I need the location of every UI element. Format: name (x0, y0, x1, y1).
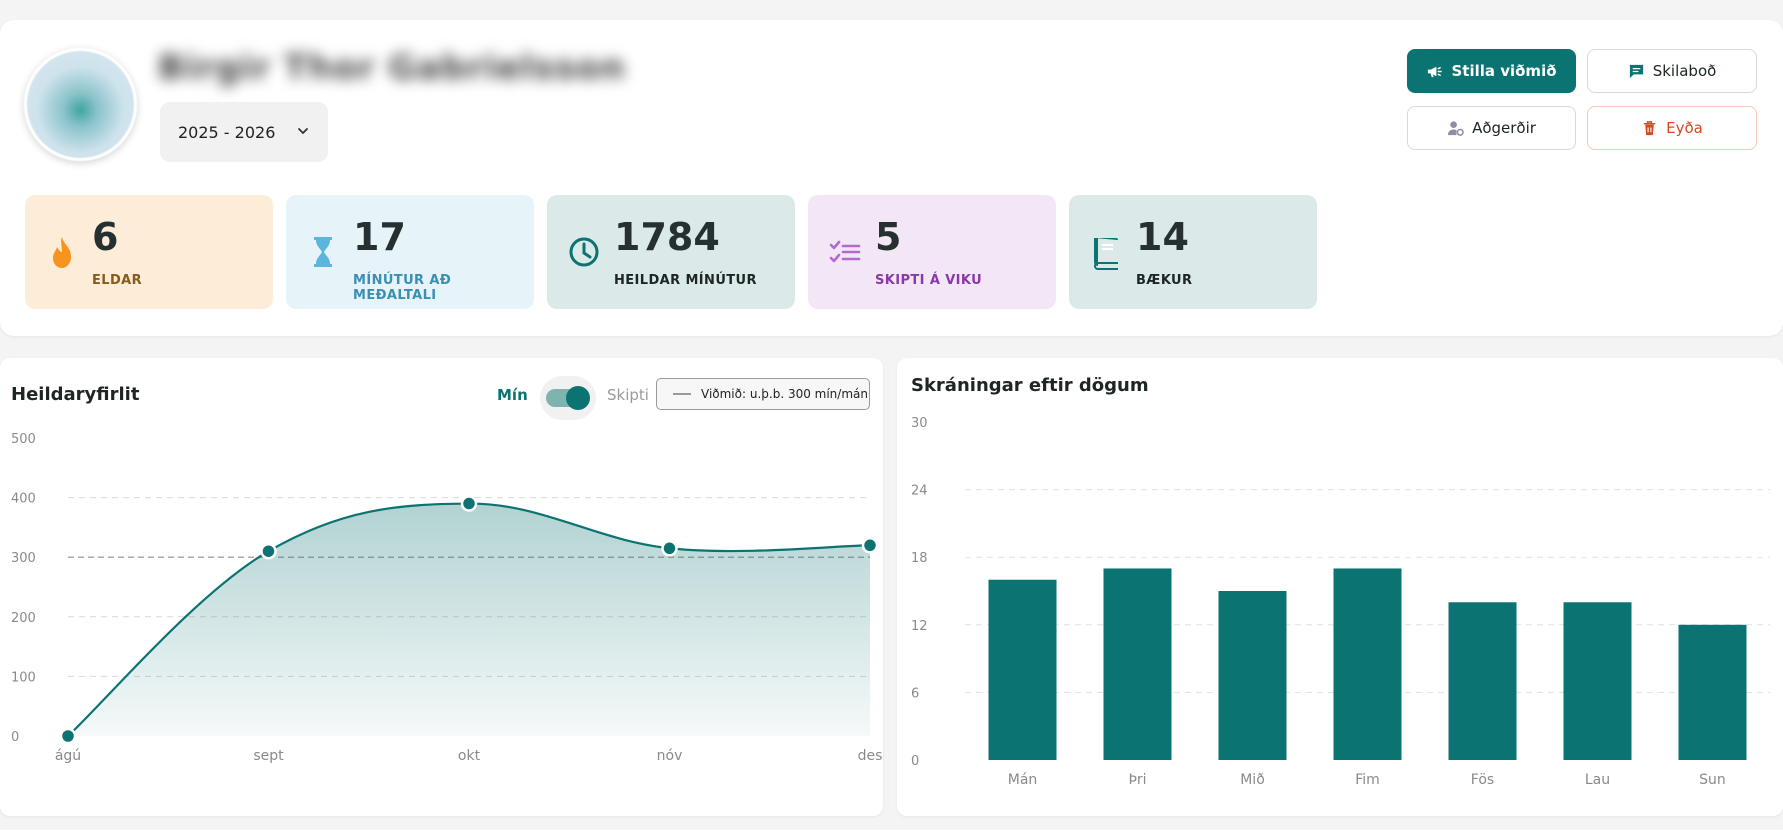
student-name: Birgir Thor Gabrielsson (158, 48, 626, 88)
reference-label: Viðmið: u.þ.b. 300 mín/mán (701, 387, 868, 401)
stat-value: 17 (353, 215, 406, 259)
x-tick-label: Lau (1585, 772, 1610, 788)
stat-label: BÆKUR (1136, 273, 1193, 288)
y-tick-label: 24 (911, 484, 928, 499)
x-tick-label: Sun (1699, 772, 1726, 788)
stat-value: 6 (92, 215, 119, 259)
chat-icon (1629, 64, 1643, 78)
set-target-label: Stilla viðmið (1451, 62, 1557, 80)
hourglass-icon (314, 237, 332, 267)
x-tick-label: ágú (55, 748, 81, 764)
x-tick-label: okt (458, 748, 481, 764)
bar (1678, 624, 1747, 760)
stat-card-sessions-per-week: 5 SKIPTI Á VIKU (808, 195, 1056, 309)
weekday-bar-chart: 0 6 12 18 24 30 Mán Þri Mið Fim Fös Lau Sun (911, 416, 1770, 788)
stat-card-average-minutes: 17 MÍNÚTUR AÐ MEÐALTALI (286, 195, 534, 309)
x-tick-label: Þri (1128, 772, 1146, 788)
year-select[interactable]: 2025 - 2026 (160, 102, 328, 162)
metric-toggle[interactable] (540, 376, 596, 420)
toggle-label-sessions[interactable]: Skipti (607, 386, 649, 404)
profile-card: Birgir Thor Gabrielsson 2025 - 2026 Stil… (0, 20, 1783, 336)
toggle-knob (566, 386, 590, 410)
stat-value: 1784 (614, 215, 720, 259)
bar (1563, 602, 1632, 760)
y-tick-label: 12 (911, 619, 928, 634)
actions-label: Aðgerðir (1472, 119, 1536, 137)
next-panel-edge (0, 830, 1783, 834)
x-tick-label: Mán (1008, 772, 1038, 788)
x-tick-label: sept (253, 748, 284, 764)
x-tick-label: Fim (1355, 772, 1380, 788)
megaphone-icon (1428, 66, 1443, 77)
stat-card-books: 14 BÆKUR (1069, 195, 1317, 309)
clock-icon (569, 237, 599, 267)
overview-panel: Heildaryfirlit Mín Skipti Viðmið: u.þ.b.… (0, 358, 883, 816)
y-tick-label: 400 (11, 492, 36, 507)
chevron-down-icon (298, 128, 308, 134)
data-point (661, 540, 678, 557)
data-point (861, 537, 879, 554)
stat-value: 5 (875, 215, 902, 259)
stat-card-total-minutes: 1784 HEILDAR MÍNÚTUR (547, 195, 795, 309)
x-tick-label: nóv (657, 748, 683, 764)
reference-dash-icon (673, 393, 691, 395)
delete-button[interactable]: Eyða (1587, 106, 1757, 150)
y-tick-label: 300 (11, 551, 36, 566)
avatar (24, 48, 137, 161)
book-icon (1094, 238, 1118, 270)
overview-title: Heildaryfirlit (11, 384, 140, 405)
data-point (59, 727, 77, 745)
x-tick-label: Mið (1240, 772, 1265, 788)
y-tick-label: 500 (11, 432, 36, 447)
bar (1103, 568, 1172, 760)
y-tick-label: 0 (11, 730, 19, 745)
stat-label: MÍNÚTUR AÐ MEÐALTALI (353, 273, 452, 303)
stat-value: 14 (1136, 215, 1189, 259)
x-tick-label: Fös (1471, 772, 1494, 788)
area-fill (68, 503, 870, 736)
y-tick-label: 18 (911, 551, 928, 566)
trash-icon (1643, 120, 1656, 135)
bar (988, 579, 1057, 760)
reference-legend: Viðmið: u.þ.b. 300 mín/mán (656, 378, 870, 410)
user-settings-icon (1448, 120, 1464, 136)
y-tick-label: 0 (911, 754, 919, 769)
stat-label: SKIPTI Á VIKU (875, 273, 983, 288)
year-select-value: 2025 - 2026 (178, 122, 276, 142)
weekday-title: Skráningar eftir dögum (911, 375, 1149, 396)
message-label: Skilaboð (1652, 62, 1717, 80)
y-tick-label: 6 (911, 686, 919, 701)
set-target-button[interactable]: Stilla viðmið (1407, 49, 1576, 93)
stat-label: HEILDAR MÍNÚTUR (614, 273, 757, 288)
bar (1218, 591, 1287, 760)
data-point (460, 495, 478, 512)
flame-icon (53, 237, 71, 268)
stat-card-streak: 6 ELDAR (25, 195, 273, 309)
delete-label: Eyða (1666, 119, 1703, 137)
toggle-label-minutes[interactable]: Mín (497, 386, 528, 404)
overview-area-chart: 0 100 200 300 400 500 ágú sept okt nóv des (11, 432, 883, 764)
x-tick-label: des (858, 748, 883, 764)
bar (1333, 568, 1402, 760)
actions-button[interactable]: Aðgerðir (1407, 106, 1576, 150)
stat-label: ELDAR (92, 273, 143, 288)
message-button[interactable]: Skilaboð (1587, 49, 1757, 93)
y-tick-label: 100 (11, 670, 36, 685)
y-tick-label: 30 (911, 416, 928, 431)
weekday-panel: Skráningar eftir dögum 0 6 12 18 24 30 Mán Þri M… (897, 358, 1783, 816)
data-point (260, 542, 277, 560)
y-tick-label: 200 (11, 611, 36, 626)
bar (1448, 602, 1517, 760)
checklist-icon (829, 240, 861, 263)
